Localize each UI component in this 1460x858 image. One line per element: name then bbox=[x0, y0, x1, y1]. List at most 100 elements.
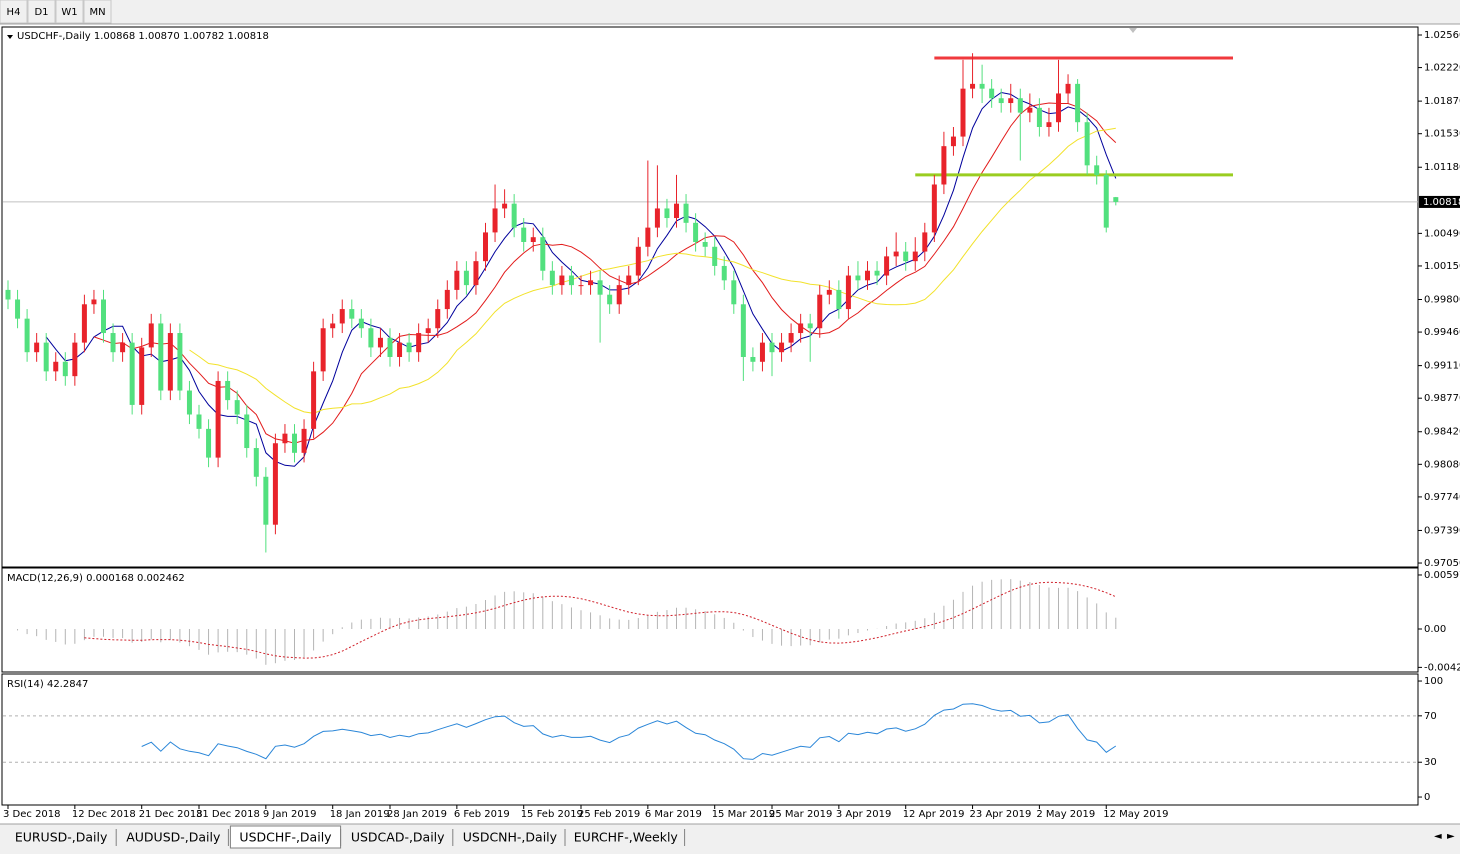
y-tick-label: 1.01530 bbox=[1424, 129, 1460, 140]
candle-body bbox=[702, 241, 708, 247]
x-tick-label: 6 Feb 2019 bbox=[454, 809, 510, 820]
candle-body bbox=[34, 342, 40, 353]
candle-body bbox=[358, 318, 364, 329]
symbol-tab[interactable] bbox=[567, 826, 685, 848]
candle-body bbox=[798, 323, 804, 334]
macd-tick-label: 0.00597 bbox=[1424, 570, 1460, 581]
candle-body bbox=[186, 390, 192, 415]
symbol-tab[interactable] bbox=[6, 826, 117, 848]
candle-body bbox=[406, 342, 412, 353]
candle-body bbox=[884, 256, 890, 276]
candle-body bbox=[970, 83, 976, 89]
candle-body bbox=[1075, 83, 1081, 123]
y-tick-label: 1.02560 bbox=[1424, 30, 1460, 41]
candle-body bbox=[435, 309, 441, 329]
timeframe-button[interactable] bbox=[83, 0, 112, 24]
candle-body bbox=[931, 184, 937, 233]
symbol-tab-label[interactable]: USDCHF-,Daily bbox=[239, 830, 332, 845]
candle-body bbox=[53, 361, 59, 372]
timeframe-button[interactable] bbox=[55, 0, 84, 24]
candle-body bbox=[483, 232, 488, 262]
candle-body bbox=[865, 270, 870, 281]
candle-body bbox=[903, 251, 909, 262]
symbol-tab-label[interactable]: AUDUSD-,Daily bbox=[126, 830, 221, 845]
candle-body bbox=[311, 371, 317, 429]
candle-body bbox=[377, 337, 383, 348]
symbol-tab-label[interactable]: EURUSD-,Daily bbox=[15, 830, 108, 845]
symbol-tab-label[interactable]: USDCNH-,Daily bbox=[463, 830, 558, 845]
chart-header: USDCHF-,Daily 1.00868 1.00870 1.00782 1.… bbox=[17, 31, 269, 42]
symbol-tab[interactable] bbox=[342, 826, 453, 848]
moving-average bbox=[93, 102, 1117, 444]
candle-body bbox=[979, 83, 985, 89]
rsi-tick-label: 70 bbox=[1424, 711, 1437, 722]
moving-average bbox=[189, 127, 1116, 414]
candle-body bbox=[549, 270, 555, 286]
candle-body bbox=[626, 275, 632, 286]
timeframe-label[interactable]: MN bbox=[89, 7, 105, 18]
scroll-right[interactable]: ► bbox=[1447, 831, 1455, 842]
candle-body bbox=[15, 299, 21, 319]
candle-body bbox=[167, 333, 173, 391]
symbol-tab-label[interactable]: USDCAD-,Daily bbox=[351, 830, 445, 845]
y-tick-label: 1.01870 bbox=[1424, 96, 1460, 107]
menu-arrow[interactable] bbox=[7, 35, 13, 39]
timeframe-button[interactable] bbox=[27, 0, 56, 24]
candle-body bbox=[998, 98, 1004, 104]
candle-body bbox=[416, 333, 422, 353]
candle-body bbox=[759, 342, 765, 362]
candle-body bbox=[339, 309, 345, 324]
current-price-box bbox=[1419, 195, 1460, 208]
candle-body bbox=[454, 270, 460, 290]
candle-body bbox=[225, 380, 231, 401]
candle-body bbox=[674, 203, 679, 219]
x-tick-label: 23 Apr 2019 bbox=[970, 809, 1032, 820]
macd-label: MACD(12,26,9) 0.000168 0.002462 bbox=[7, 573, 185, 584]
rsi-tick-label: 0 bbox=[1424, 792, 1430, 803]
rsi-panel bbox=[1, 673, 1419, 806]
candle-body bbox=[120, 342, 126, 353]
candle-body bbox=[177, 333, 183, 391]
symbol-tab-label[interactable]: EURCHF-,Weekly bbox=[574, 830, 679, 845]
candle-body bbox=[253, 448, 259, 477]
candle-body bbox=[492, 208, 498, 233]
candle-body bbox=[139, 347, 145, 405]
x-tick-label: 12 May 2019 bbox=[1103, 809, 1168, 820]
x-tick-label: 25 Feb 2019 bbox=[578, 809, 640, 820]
x-tick-label: 18 Jan 2019 bbox=[330, 809, 390, 820]
candle-body bbox=[272, 443, 278, 525]
candle-body bbox=[693, 222, 699, 242]
x-tick-label: 21 Dec 2018 bbox=[139, 809, 203, 820]
timeframe-label[interactable]: W1 bbox=[61, 7, 77, 18]
candle-body bbox=[244, 414, 250, 449]
candle-body bbox=[1103, 174, 1109, 228]
candle-body bbox=[215, 380, 221, 458]
candle-body bbox=[597, 280, 603, 295]
candle-body bbox=[1094, 165, 1100, 175]
candle-body bbox=[960, 88, 966, 137]
candle-body bbox=[941, 146, 947, 185]
symbol-tab[interactable] bbox=[118, 826, 229, 848]
symbol-tab[interactable] bbox=[454, 826, 565, 848]
candle-body bbox=[855, 275, 861, 281]
candle-body bbox=[101, 299, 106, 334]
candle-body bbox=[5, 289, 11, 300]
timeframe-button[interactable] bbox=[0, 0, 28, 24]
timeframe-label[interactable]: H4 bbox=[7, 7, 21, 18]
candle-body bbox=[654, 208, 660, 228]
y-tick-label: 0.97050 bbox=[1424, 558, 1460, 569]
candle-body bbox=[1046, 122, 1052, 127]
timeframe-label[interactable]: D1 bbox=[34, 7, 48, 18]
scroll-left[interactable]: ◄ bbox=[1434, 831, 1442, 842]
x-tick-label: 2 May 2019 bbox=[1036, 809, 1095, 820]
y-tick-label: 1.01180 bbox=[1424, 162, 1460, 173]
x-tick-label: 3 Dec 2018 bbox=[3, 809, 61, 820]
candle-body bbox=[91, 299, 97, 305]
